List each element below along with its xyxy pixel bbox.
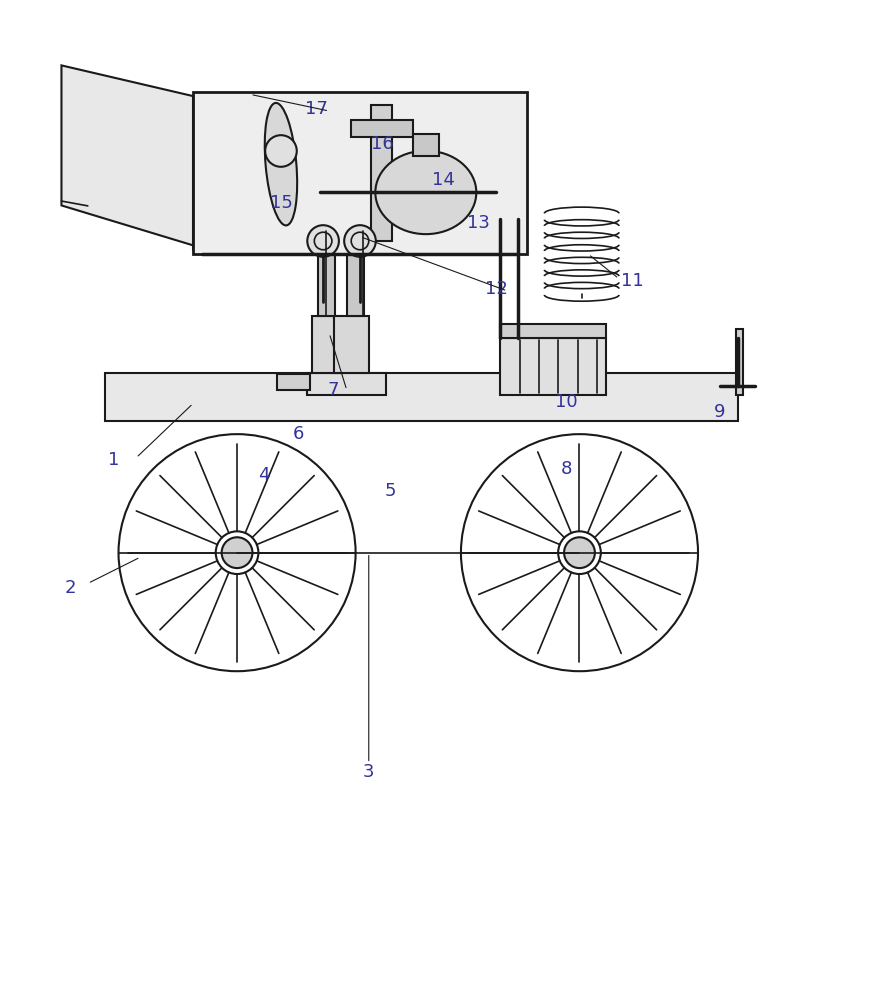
Text: 6: 6: [293, 425, 303, 443]
Bar: [307, 373, 386, 395]
Bar: [346, 232, 364, 316]
Circle shape: [563, 537, 595, 568]
Text: 10: 10: [554, 393, 577, 411]
Circle shape: [221, 537, 253, 568]
Bar: [351, 120, 412, 137]
Text: 4: 4: [257, 466, 269, 484]
Text: 3: 3: [362, 763, 374, 781]
Circle shape: [265, 135, 296, 167]
Text: 17: 17: [304, 100, 327, 118]
Text: 1: 1: [109, 451, 119, 469]
Bar: [333, 316, 368, 373]
Bar: [371, 105, 392, 241]
Text: 2: 2: [64, 579, 76, 597]
Text: 16: 16: [370, 135, 393, 153]
Ellipse shape: [265, 103, 296, 225]
Bar: [500, 338, 605, 395]
Bar: [735, 329, 742, 395]
Ellipse shape: [374, 151, 476, 234]
Bar: [412, 134, 438, 156]
Text: 12: 12: [484, 280, 507, 298]
Text: 13: 13: [467, 214, 489, 232]
Bar: [317, 232, 335, 316]
Bar: [276, 374, 310, 390]
Bar: [105, 373, 737, 421]
Bar: [500, 324, 605, 338]
Text: 9: 9: [713, 403, 725, 421]
Bar: [311, 316, 342, 373]
Text: 8: 8: [560, 460, 571, 478]
Circle shape: [344, 225, 375, 257]
Polygon shape: [61, 65, 193, 245]
Text: 7: 7: [327, 381, 339, 399]
Circle shape: [307, 225, 339, 257]
Text: 15: 15: [269, 194, 292, 212]
Text: 14: 14: [431, 171, 454, 189]
Bar: [193, 92, 526, 254]
Text: 5: 5: [384, 482, 396, 500]
Text: 11: 11: [620, 271, 643, 290]
